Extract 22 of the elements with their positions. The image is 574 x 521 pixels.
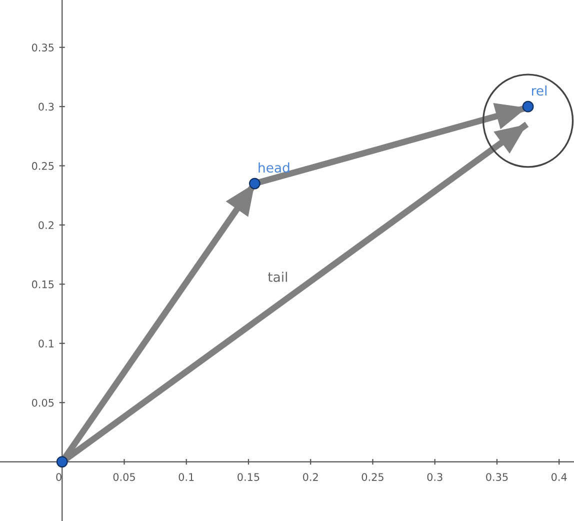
x-tick-label: 0.4: [551, 473, 567, 481]
y-tick-label: 0.35: [32, 44, 54, 52]
y-tick-label: 0.25: [32, 162, 54, 170]
x-tick-label: 0.05: [113, 473, 135, 481]
x-tick-label: 0.1: [178, 473, 194, 481]
point: [522, 100, 534, 112]
annotation: rel: [532, 85, 546, 96]
y-tick-label: 0.2: [38, 221, 54, 230]
x-tick-label: 0.15: [238, 473, 260, 481]
x-tick-label: 0.25: [362, 473, 384, 481]
x-tick-label: 0.3: [427, 473, 442, 481]
y-tick-label: 0.15: [32, 280, 54, 288]
y-tick-label: 0.1: [38, 340, 54, 348]
x-tick-label: 0.2: [303, 473, 318, 481]
annotation: tail: [268, 272, 287, 282]
y-tick-label: 0.3: [38, 102, 54, 111]
y-tick-label: 0.05: [32, 398, 54, 407]
x-tick-label: 0.35: [486, 473, 508, 481]
point: [248, 178, 260, 190]
x-tick-label: 0: [56, 473, 62, 481]
annotation: head: [258, 162, 290, 173]
point: [56, 456, 68, 468]
